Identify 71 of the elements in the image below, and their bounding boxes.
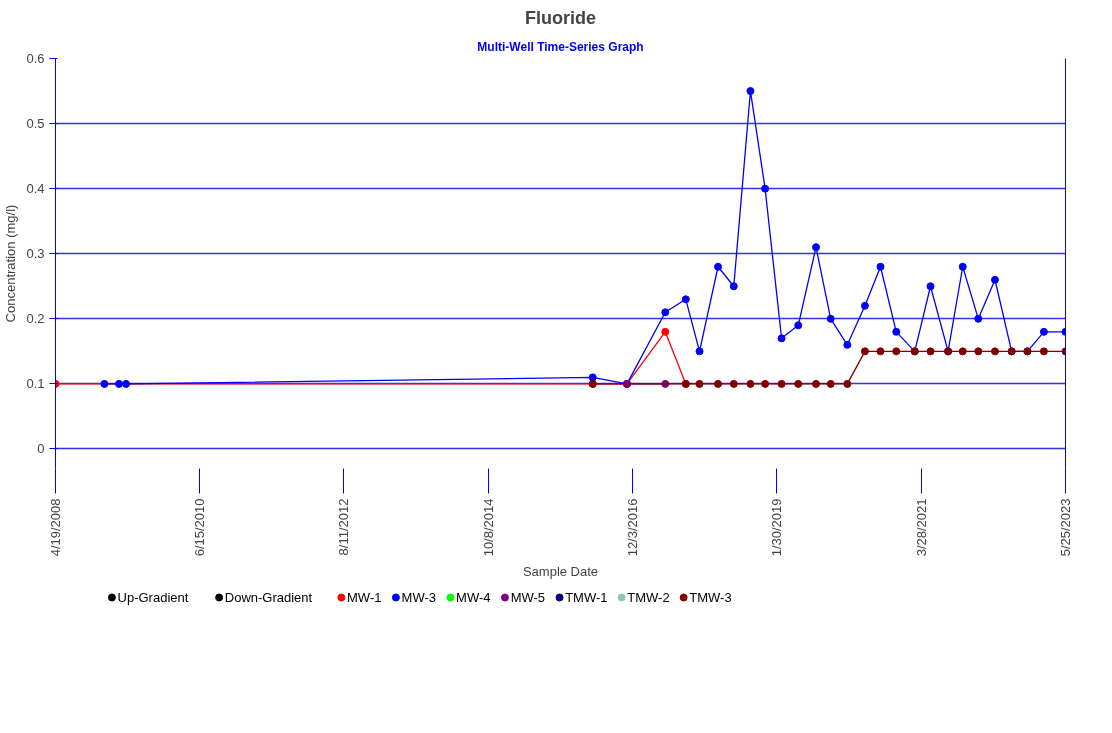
point bbox=[860, 301, 869, 310]
point bbox=[958, 347, 967, 356]
x-tick-label: 1/30/2019 bbox=[769, 498, 785, 557]
point bbox=[812, 379, 821, 388]
point bbox=[661, 327, 670, 336]
point bbox=[729, 379, 738, 388]
legend-label: TMW-2 bbox=[627, 590, 670, 605]
x-tick-label: 10/8/2014 bbox=[480, 498, 496, 557]
point bbox=[974, 347, 983, 356]
chart-title: Fluoride bbox=[525, 7, 596, 28]
point bbox=[843, 379, 852, 388]
legend-label: Up-Gradient bbox=[117, 590, 189, 605]
y-tick-label: 0.3 bbox=[26, 246, 45, 262]
point bbox=[892, 347, 901, 356]
point bbox=[794, 321, 803, 330]
x-tick-label: 8/11/2012 bbox=[336, 498, 352, 556]
point bbox=[115, 379, 124, 388]
y-tick-label: 0 bbox=[37, 441, 45, 457]
y-tick-label: 0.6 bbox=[26, 51, 45, 66]
point bbox=[100, 379, 109, 388]
point bbox=[1039, 327, 1048, 336]
x-axis-title: Sample Date bbox=[522, 564, 599, 580]
point bbox=[746, 87, 755, 96]
point bbox=[1039, 347, 1048, 356]
x-tick-label: 3/28/2021 bbox=[913, 498, 929, 557]
x-tick-label: 5/25/2023 bbox=[1058, 498, 1073, 557]
point bbox=[843, 340, 852, 349]
legend-label: MW-5 bbox=[510, 590, 546, 605]
point bbox=[974, 314, 983, 323]
point bbox=[876, 262, 885, 271]
point bbox=[777, 334, 786, 343]
point bbox=[122, 379, 131, 388]
point bbox=[695, 347, 704, 356]
point bbox=[714, 262, 723, 271]
x-tick-label: 4/19/2008 bbox=[48, 498, 63, 557]
point bbox=[990, 347, 999, 356]
legend-label: MW-3 bbox=[401, 590, 436, 605]
point bbox=[958, 262, 967, 271]
point bbox=[681, 295, 690, 304]
point bbox=[695, 379, 704, 388]
legend-label: TMW-3 bbox=[689, 590, 732, 605]
legend-label: MW-4 bbox=[456, 590, 491, 605]
y-tick-label: 0.5 bbox=[26, 116, 45, 132]
point bbox=[714, 379, 723, 388]
point bbox=[990, 275, 999, 284]
point bbox=[892, 327, 901, 336]
chart-subtitle: Multi-Well Time-Series Graph bbox=[477, 39, 644, 54]
x-tick-label: 6/15/2010 bbox=[192, 498, 208, 557]
y-tick-label: 0.2 bbox=[26, 311, 45, 327]
point bbox=[826, 379, 835, 388]
legend-label: MW-1 bbox=[347, 590, 382, 605]
point bbox=[794, 379, 803, 388]
point bbox=[761, 184, 770, 193]
point bbox=[746, 379, 755, 388]
point bbox=[729, 282, 738, 291]
point bbox=[777, 379, 786, 388]
point bbox=[926, 282, 935, 291]
point bbox=[860, 347, 869, 356]
point bbox=[661, 308, 670, 317]
legend-label: Down-Gradient bbox=[224, 590, 313, 605]
legend-label: TMW-1 bbox=[565, 590, 608, 605]
point bbox=[926, 347, 935, 356]
point bbox=[876, 347, 885, 356]
point bbox=[761, 379, 770, 388]
point bbox=[812, 243, 821, 252]
y-tick-label: 0.1 bbox=[26, 376, 45, 392]
y-tick-label: 0.4 bbox=[26, 181, 45, 197]
point bbox=[826, 314, 835, 323]
y-axis-title: Concentration (mg/l) bbox=[3, 204, 19, 323]
point bbox=[588, 373, 597, 382]
x-tick-label: 12/3/2016 bbox=[624, 498, 640, 557]
